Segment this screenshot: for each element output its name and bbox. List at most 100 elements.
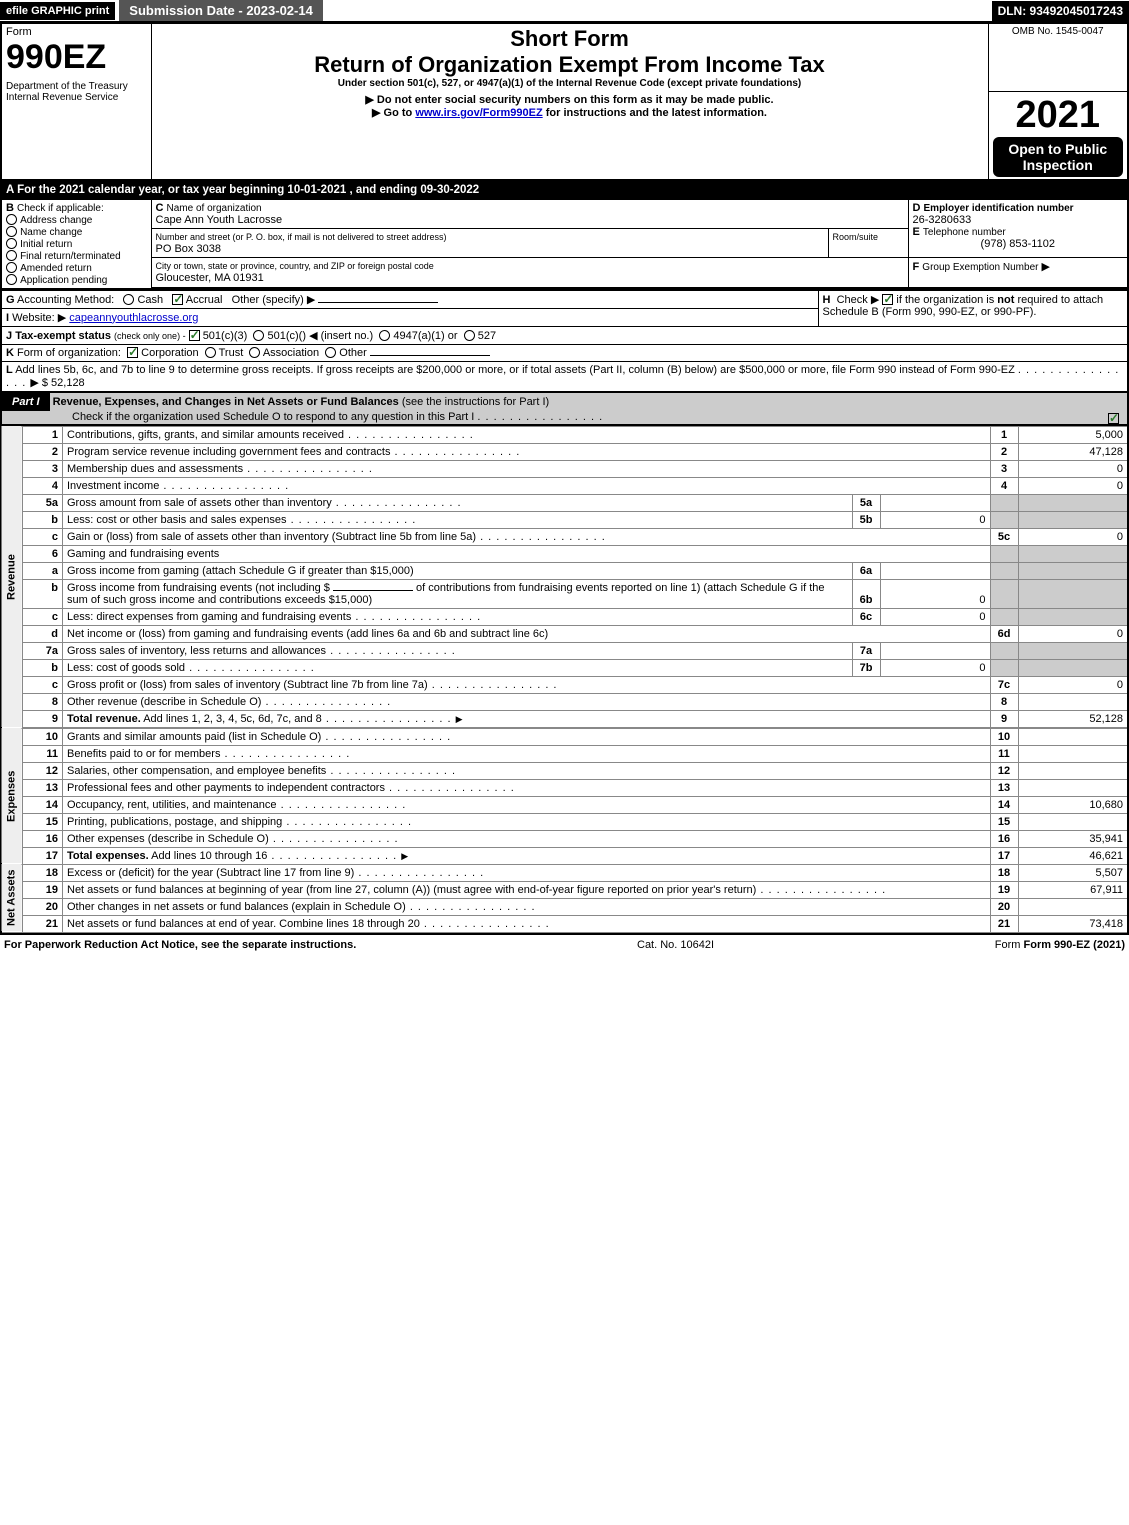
omb-number: OMB No. 1545-0047 — [993, 26, 1124, 37]
row-7b-sub-n: 7b — [852, 659, 880, 676]
opt-final-return: Final return/terminated — [20, 251, 121, 262]
row-6d-desc: Net income or (loss) from gaming and fun… — [67, 628, 548, 640]
amended-return-checkbox[interactable] — [6, 262, 17, 273]
opt-application-pending: Application pending — [20, 275, 107, 286]
top-bar: efile GRAPHIC print Submission Date - 20… — [0, 0, 1129, 23]
association-radio[interactable] — [249, 347, 260, 358]
row-17-desc: Total expenses. — [67, 850, 149, 862]
form-of-org-label: Form of organization: — [17, 347, 121, 359]
dots — [390, 446, 520, 458]
line-k-label: K — [6, 347, 14, 359]
row-2-amt: 47,128 — [1018, 443, 1128, 460]
schedule-o-checkbox[interactable] — [1108, 413, 1119, 424]
4947-radio[interactable] — [379, 330, 390, 341]
row-11-rn: 11 — [990, 745, 1018, 762]
shaded-cell — [990, 511, 1018, 528]
other-org-input[interactable] — [370, 355, 490, 356]
website-link[interactable]: capeannyouthlacrosse.org — [69, 312, 198, 324]
submission-date: Submission Date - 2023-02-14 — [119, 0, 323, 21]
4947-label: 4947(a)(1) or — [393, 330, 457, 342]
row-6b-input[interactable] — [333, 590, 413, 591]
dots — [269, 833, 399, 845]
row-6c-sub-n: 6c — [852, 608, 880, 625]
part-i-title: Revenue, Expenses, and Changes in Net As… — [53, 396, 399, 408]
row-6b-desc-pre: Gross income from fundraising events (no… — [67, 582, 330, 594]
dots — [243, 463, 373, 475]
row-15-rn: 15 — [990, 813, 1018, 830]
street-value: PO Box 3038 — [156, 243, 221, 255]
part-i-table: Revenue 1 Contributions, gifts, grants, … — [0, 426, 1129, 933]
dots — [428, 679, 558, 691]
dots — [476, 531, 606, 543]
corporation-checkbox[interactable] — [127, 347, 138, 358]
other-radio[interactable] — [325, 347, 336, 358]
row-7b-num: b — [23, 659, 63, 676]
501c3-checkbox[interactable] — [189, 330, 200, 341]
irs-link[interactable]: www.irs.gov/Form990EZ — [415, 107, 542, 119]
accrual-checkbox[interactable] — [172, 294, 183, 305]
row-15-num: 15 — [23, 813, 63, 830]
501c-label: 501(c)( — [268, 330, 303, 342]
dots — [756, 884, 886, 896]
row-15-amt — [1018, 813, 1128, 830]
row-5c-rn: 5c — [990, 528, 1018, 545]
initial-return-checkbox[interactable] — [6, 238, 17, 249]
501c3-label: 501(c)(3) — [203, 330, 248, 342]
dots — [354, 867, 484, 879]
row-5c-amt: 0 — [1018, 528, 1128, 545]
header-subtitle: Under section 501(c), 527, or 4947(a)(1)… — [156, 78, 984, 89]
row-3-num: 3 — [23, 460, 63, 477]
dots — [321, 731, 451, 743]
accrual-label: Accrual — [186, 294, 223, 306]
dots — [385, 782, 515, 794]
row-9-rn: 9 — [990, 710, 1018, 727]
cash-radio[interactable] — [123, 294, 134, 305]
form-word: Form — [6, 26, 147, 38]
row-16-num: 16 — [23, 830, 63, 847]
open-to-public: Open to Public Inspection — [993, 137, 1124, 177]
row-6d-amt: 0 — [1018, 625, 1128, 642]
row-10-rn: 10 — [990, 728, 1018, 745]
row-17-rn: 17 — [990, 847, 1018, 864]
part-i-label: Part I — [2, 393, 50, 411]
application-pending-checkbox[interactable] — [6, 274, 17, 285]
name-change-checkbox[interactable] — [6, 226, 17, 237]
opt-address-change: Address change — [20, 215, 92, 226]
row-6d-num: d — [23, 625, 63, 642]
row-5b-sub-amt: 0 — [880, 511, 990, 528]
row-3-desc: Membership dues and assessments — [67, 463, 243, 475]
501c-radio[interactable] — [253, 330, 264, 341]
row-19-rn: 19 — [990, 881, 1018, 898]
arrow-icon — [401, 850, 408, 862]
other-label: Other — [339, 347, 367, 359]
final-return-checkbox[interactable] — [6, 250, 17, 261]
row-4-desc: Investment income — [67, 480, 159, 492]
row-1-rn: 1 — [990, 426, 1018, 443]
527-radio[interactable] — [464, 330, 475, 341]
527-label: 527 — [478, 330, 496, 342]
row-2-desc: Program service revenue including govern… — [67, 446, 390, 458]
box-f-label: F — [913, 261, 920, 273]
dots — [344, 429, 474, 441]
dots — [282, 816, 412, 828]
dots — [261, 696, 391, 708]
line-a: A For the 2021 calendar year, or tax yea… — [0, 181, 1129, 199]
row-11-amt — [1018, 745, 1128, 762]
row-16-desc: Other expenses (describe in Schedule O) — [67, 833, 269, 845]
row-15-desc: Printing, publications, postage, and shi… — [67, 816, 282, 828]
opt-initial-return: Initial return — [20, 239, 72, 250]
tax-year: 2021 — [993, 94, 1124, 137]
row-6c-sub-amt: 0 — [880, 608, 990, 625]
address-change-checkbox[interactable] — [6, 214, 17, 225]
row-13-desc: Professional fees and other payments to … — [67, 782, 385, 794]
other-specify-input[interactable] — [318, 302, 438, 303]
dln-number: DLN: 93492045017243 — [992, 1, 1129, 21]
line-h-checkbox[interactable] — [882, 294, 893, 305]
accounting-method-label: Accounting Method: — [17, 294, 114, 306]
shaded-cell — [990, 642, 1018, 659]
row-1-amt: 5,000 — [1018, 426, 1128, 443]
row-19-amt: 67,911 — [1018, 881, 1128, 898]
trust-radio[interactable] — [205, 347, 216, 358]
shaded-cell — [1018, 494, 1128, 511]
row-6b-num: b — [23, 579, 63, 608]
